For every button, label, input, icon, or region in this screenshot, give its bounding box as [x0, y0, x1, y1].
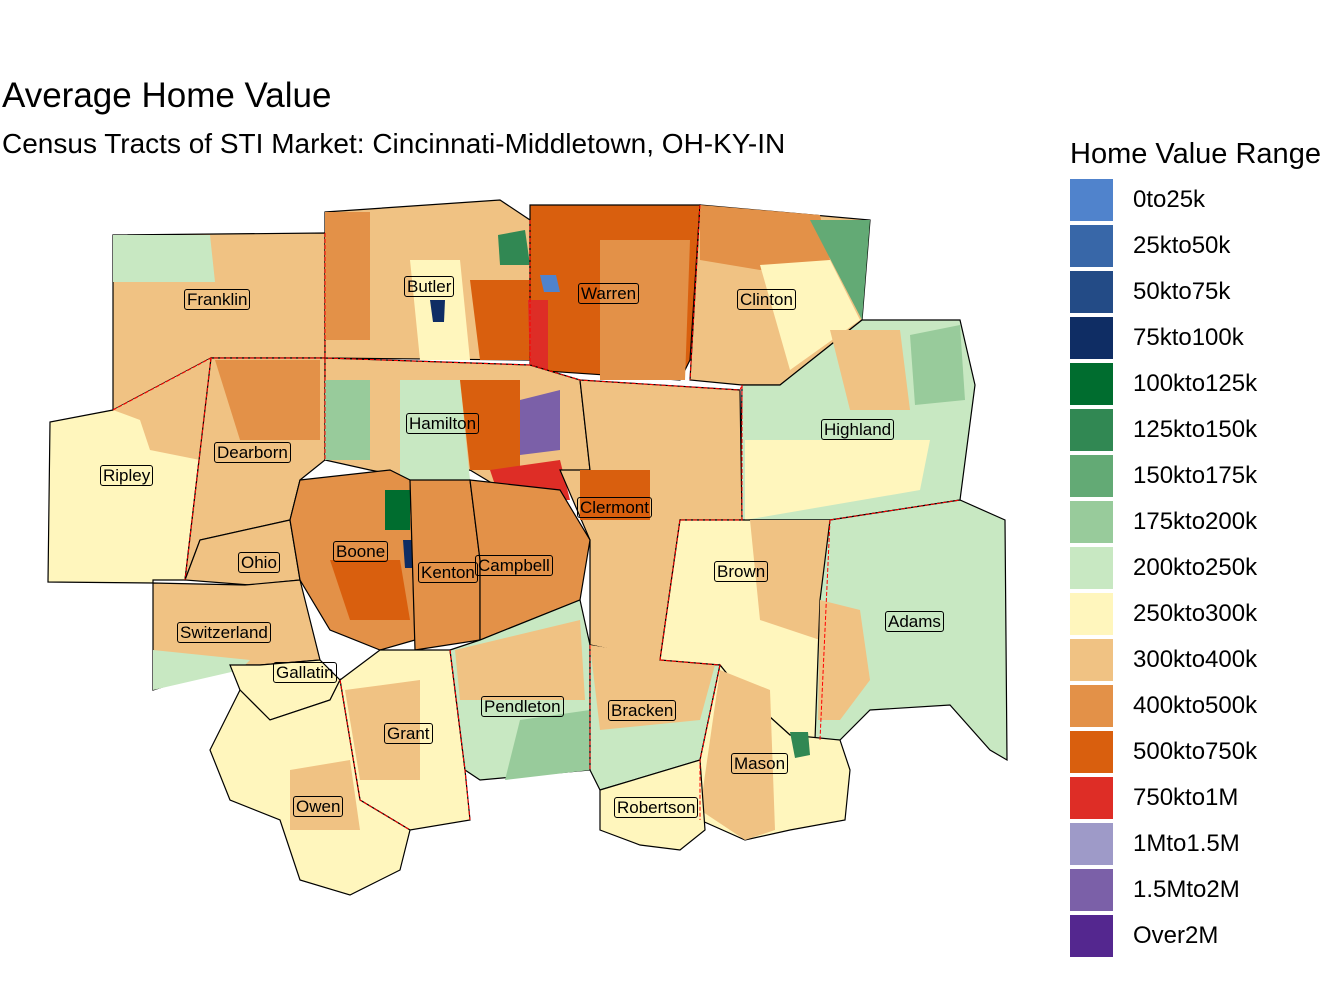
legend-item: 1.5Mto2M — [1070, 867, 1321, 913]
legend-swatch — [1070, 777, 1113, 819]
county-label-highland: Highland — [821, 419, 895, 440]
legend-label: 1.5Mto2M — [1133, 876, 1240, 903]
legend-swatch — [1070, 639, 1113, 681]
county-label-mason: Mason — [731, 753, 789, 774]
county-label-dearborn: Dearborn — [214, 442, 291, 463]
legend-swatch — [1070, 823, 1113, 865]
legend: Home Value Range 0to25k 25kto50k 50kto75k 7… — [1070, 138, 1321, 959]
legend-label: 1Mto1.5M — [1133, 830, 1240, 857]
legend-label: 500kto750k — [1133, 738, 1258, 765]
legend-swatch — [1070, 501, 1113, 543]
legend-label: 100kto125k — [1133, 370, 1258, 397]
county-label-pendleton: Pendleton — [481, 696, 564, 717]
legend-item: 50kto75k — [1070, 269, 1321, 315]
chart-subtitle: Census Tracts of STI Market: Cincinnati-… — [2, 128, 786, 159]
legend-swatch — [1070, 455, 1113, 497]
legend-title: Home Value Range — [1070, 138, 1321, 170]
county-label-boone: Boone — [333, 541, 389, 562]
legend-label: 150kto175k — [1133, 462, 1258, 489]
legend-item: 300kto400k — [1070, 637, 1321, 683]
legend-label: 400kto500k — [1133, 692, 1258, 719]
legend-label: 0to25k — [1133, 186, 1206, 213]
county-label-gallatin: Gallatin — [273, 662, 337, 683]
county-label-switzerland: Switzerland — [177, 622, 271, 643]
legend-item: 100kto125k — [1070, 361, 1321, 407]
legend-label: 250kto300k — [1133, 600, 1258, 627]
county-label-kenton: Kenton — [418, 562, 478, 583]
county-label-bracken: Bracken — [608, 700, 677, 721]
legend-label: 25kto50k — [1133, 232, 1231, 259]
legend-item: 1Mto1.5M — [1070, 821, 1321, 867]
legend-item: 175kto200k — [1070, 499, 1321, 545]
legend-swatch — [1070, 409, 1113, 451]
legend-swatch — [1070, 179, 1113, 221]
legend-item: 150kto175k — [1070, 453, 1321, 499]
legend-swatch — [1070, 363, 1113, 405]
county-label-clinton: Clinton — [737, 289, 796, 310]
chart-title: Average Home Value — [2, 76, 332, 115]
county-label-franklin: Franklin — [184, 289, 251, 310]
county-label-warren: Warren — [578, 283, 640, 304]
county-adams — [814, 499, 1008, 762]
legend-swatch — [1070, 317, 1113, 359]
legend-label: 50kto75k — [1133, 278, 1231, 305]
legend-item: 750kto1M — [1070, 775, 1321, 821]
legend-swatch — [1070, 869, 1113, 911]
county-label-adams: Adams — [885, 611, 944, 632]
legend-swatch — [1070, 593, 1113, 635]
legend-swatch — [1070, 915, 1113, 957]
legend-swatch — [1070, 547, 1113, 589]
legend-label: 200kto250k — [1133, 554, 1258, 581]
legend-label: 75kto100k — [1133, 324, 1244, 351]
legend-label: 300kto400k — [1133, 646, 1258, 673]
county-label-campbell: Campbell — [475, 555, 553, 576]
legend-item: 400kto500k — [1070, 683, 1321, 729]
legend-item: 200kto250k — [1070, 545, 1321, 591]
legend-item: 75kto100k — [1070, 315, 1321, 361]
legend-label: 175kto200k — [1133, 508, 1258, 535]
legend-swatch — [1070, 271, 1113, 313]
legend-item: 125kto150k — [1070, 407, 1321, 453]
county-label-grant: Grant — [384, 723, 433, 744]
county-label-ripley: Ripley — [100, 465, 154, 486]
legend-item: 250kto300k — [1070, 591, 1321, 637]
county-label-ohio: Ohio — [238, 552, 280, 573]
county-label-brown: Brown — [714, 561, 769, 582]
county-label-hamilton: Hamilton — [406, 413, 480, 434]
county-label-owen: Owen — [293, 796, 344, 817]
legend-swatch — [1070, 731, 1113, 773]
legend-item: 25kto50k — [1070, 223, 1321, 269]
legend-swatch — [1070, 225, 1113, 267]
legend-item: 500kto750k — [1070, 729, 1321, 775]
choropleth-map — [47, 199, 1008, 896]
legend-label: 125kto150k — [1133, 416, 1258, 443]
legend-swatch — [1070, 685, 1113, 727]
legend-item: Over2M — [1070, 913, 1321, 959]
county-label-clermont: Clermont — [577, 497, 652, 518]
legend-label: 750kto1M — [1133, 784, 1239, 811]
legend-item: 0to25k — [1070, 177, 1321, 223]
county-label-butler: Butler — [404, 276, 455, 297]
legend-label: Over2M — [1133, 922, 1219, 949]
county-label-robertson: Robertson — [614, 797, 699, 818]
